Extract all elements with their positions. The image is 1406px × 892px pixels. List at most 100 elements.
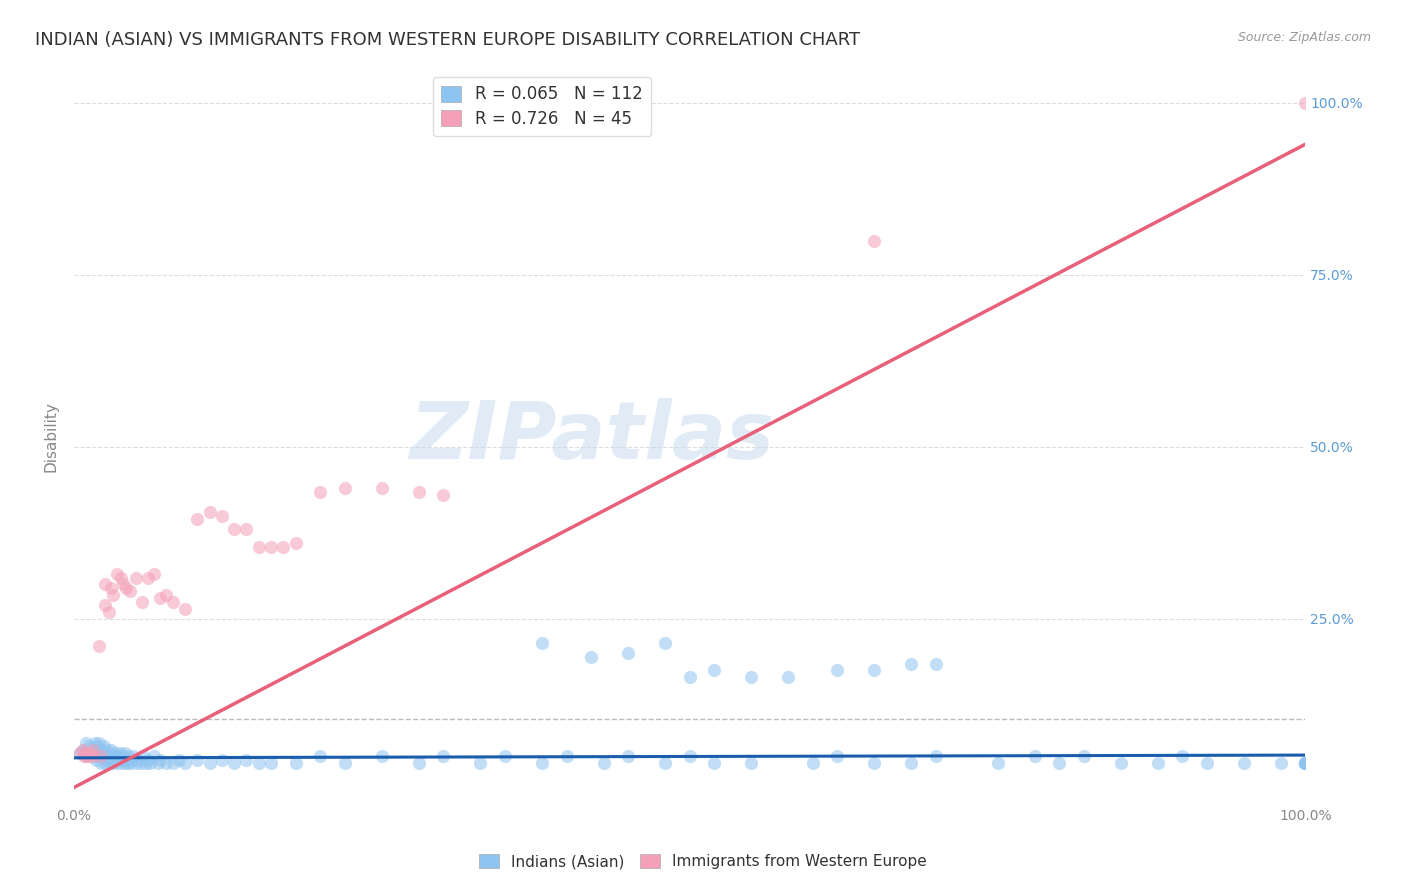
- Point: [143, 749, 166, 764]
- Point: [104, 753, 127, 767]
- Point: [69, 746, 91, 760]
- Point: [167, 753, 190, 767]
- Point: [925, 657, 948, 671]
- Point: [75, 749, 97, 764]
- Point: [89, 742, 111, 756]
- Point: [149, 753, 172, 767]
- Y-axis label: Disability: Disability: [44, 401, 58, 472]
- Point: [112, 756, 135, 771]
- Point: [91, 746, 114, 760]
- Point: [198, 505, 221, 519]
- Point: [72, 742, 94, 756]
- Point: [117, 749, 139, 764]
- Point: [703, 664, 725, 678]
- Text: ZIPatlas: ZIPatlas: [409, 398, 773, 475]
- Point: [1024, 749, 1046, 764]
- Point: [1294, 756, 1316, 771]
- Point: [654, 636, 676, 650]
- Point: [162, 756, 184, 771]
- Point: [273, 540, 295, 554]
- Point: [703, 756, 725, 771]
- Point: [284, 756, 307, 771]
- Point: [679, 670, 702, 684]
- Point: [174, 601, 197, 615]
- Point: [84, 736, 107, 750]
- Point: [494, 749, 516, 764]
- Point: [186, 753, 208, 767]
- Point: [111, 749, 134, 764]
- Point: [260, 756, 283, 771]
- Point: [129, 756, 152, 771]
- Point: [617, 749, 640, 764]
- Legend: R = 0.065   N = 112, R = 0.726   N = 45: R = 0.065 N = 112, R = 0.726 N = 45: [433, 77, 651, 136]
- Point: [679, 749, 702, 764]
- Point: [1294, 756, 1316, 771]
- Point: [104, 746, 127, 760]
- Point: [333, 481, 356, 495]
- Point: [112, 577, 135, 591]
- Point: [108, 746, 131, 760]
- Point: [124, 756, 146, 771]
- Point: [1109, 756, 1132, 771]
- Point: [581, 649, 603, 664]
- Point: [1047, 756, 1070, 771]
- Point: [97, 749, 120, 764]
- Point: [94, 753, 117, 767]
- Point: [174, 756, 197, 771]
- Point: [162, 595, 184, 609]
- Point: [333, 756, 356, 771]
- Point: [827, 664, 849, 678]
- Point: [592, 756, 614, 771]
- Point: [114, 746, 136, 760]
- Point: [79, 746, 101, 760]
- Point: [131, 595, 153, 609]
- Point: [75, 746, 97, 760]
- Legend: Indians (Asian), Immigrants from Western Europe: Indians (Asian), Immigrants from Western…: [472, 847, 934, 875]
- Point: [1073, 749, 1095, 764]
- Point: [98, 756, 121, 771]
- Point: [82, 742, 104, 756]
- Point: [136, 571, 159, 585]
- Point: [82, 742, 104, 756]
- Point: [79, 746, 101, 760]
- Point: [100, 581, 122, 595]
- Point: [900, 657, 922, 671]
- Point: [149, 591, 172, 606]
- Point: [260, 540, 283, 554]
- Point: [77, 749, 100, 764]
- Point: [778, 670, 800, 684]
- Point: [118, 756, 141, 771]
- Point: [1294, 756, 1316, 771]
- Point: [235, 523, 257, 537]
- Point: [1233, 756, 1256, 771]
- Point: [107, 756, 129, 771]
- Point: [75, 736, 97, 750]
- Point: [96, 742, 118, 756]
- Point: [127, 753, 149, 767]
- Point: [1171, 749, 1194, 764]
- Point: [309, 484, 332, 499]
- Point: [432, 749, 454, 764]
- Point: [863, 664, 886, 678]
- Point: [1294, 756, 1316, 771]
- Point: [900, 756, 922, 771]
- Point: [247, 540, 270, 554]
- Point: [408, 756, 430, 771]
- Point: [101, 749, 124, 764]
- Point: [86, 739, 108, 753]
- Point: [371, 749, 394, 764]
- Point: [827, 749, 849, 764]
- Point: [1294, 756, 1316, 771]
- Point: [470, 756, 492, 771]
- Point: [155, 588, 177, 602]
- Point: [198, 756, 221, 771]
- Point: [94, 577, 117, 591]
- Point: [555, 749, 578, 764]
- Point: [211, 508, 233, 523]
- Point: [120, 753, 142, 767]
- Point: [235, 753, 257, 767]
- Point: [124, 571, 146, 585]
- Point: [617, 646, 640, 660]
- Point: [1294, 95, 1316, 110]
- Point: [84, 746, 107, 760]
